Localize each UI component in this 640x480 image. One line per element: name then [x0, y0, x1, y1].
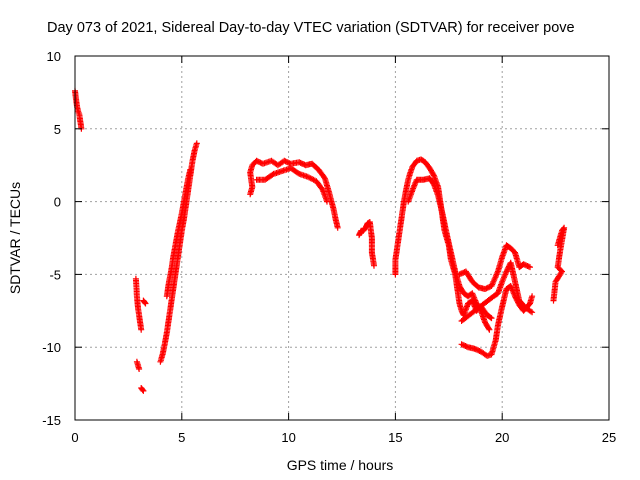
data-point [529, 309, 536, 316]
data-point [321, 174, 327, 181]
data-point [269, 171, 276, 178]
data-point [139, 386, 146, 393]
x-tick-label: 0 [71, 430, 78, 445]
data-point [193, 140, 200, 147]
x-tick-label: 10 [281, 430, 295, 445]
data-points [72, 87, 568, 394]
y-tick-label: -10 [42, 340, 61, 355]
data-point [75, 109, 82, 116]
data-point [140, 297, 147, 304]
data-point [138, 326, 145, 333]
y-tick-label: 0 [54, 195, 61, 210]
x-tick-label: 15 [388, 430, 402, 445]
x-tick-label: 25 [602, 430, 616, 445]
y-tick-label: -15 [42, 413, 61, 428]
data-point [371, 262, 377, 269]
data-point [550, 297, 557, 304]
x-axis-tick-labels: 0 5 10 15 20 25 [71, 430, 616, 445]
data-point [486, 326, 493, 333]
y-tick-label: 5 [54, 122, 61, 137]
y-axis-title: SDTVAR / TECUs [7, 182, 23, 294]
data-point [527, 308, 534, 315]
x-tick-label: 5 [178, 430, 185, 445]
plot-frame [74, 55, 610, 421]
data-point [140, 387, 147, 394]
data-point [527, 264, 533, 271]
data-point [136, 366, 143, 372]
x-tick-label: 20 [495, 430, 509, 445]
y-tick-label: -5 [49, 267, 61, 282]
data-point [187, 166, 194, 173]
data-point [485, 325, 492, 332]
y-axis-tick-labels: -15 -10 -5 0 5 10 [42, 49, 61, 428]
data-point [488, 315, 495, 322]
data-point [324, 198, 330, 205]
y-tick-label: 10 [47, 49, 61, 64]
data-point [553, 277, 560, 284]
x-axis-title: GPS time / hours [287, 457, 394, 473]
grid-lines [75, 56, 609, 420]
data-point [334, 224, 341, 231]
chart-title: Day 073 of 2021, Sidereal Day-to-day VTE… [47, 20, 575, 36]
data-point [487, 314, 494, 321]
data-point [529, 293, 536, 300]
data-point [141, 298, 148, 305]
axis-ticks [74, 55, 610, 421]
